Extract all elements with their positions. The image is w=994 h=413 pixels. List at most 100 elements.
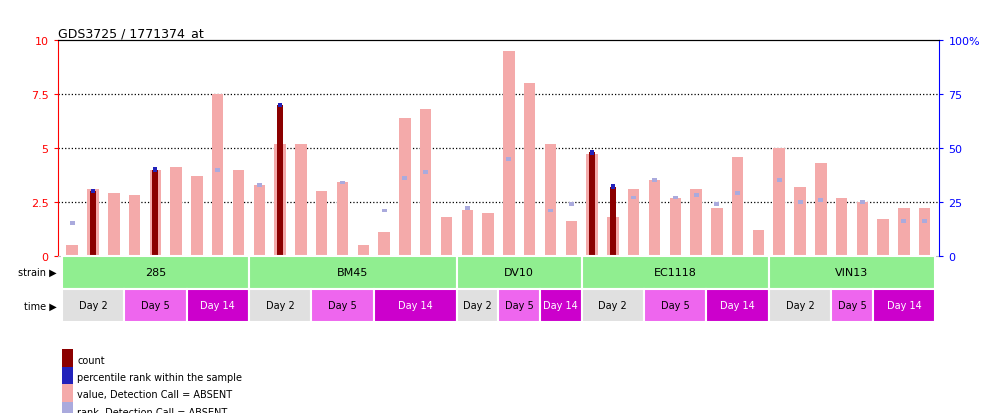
Bar xyxy=(62,384,73,405)
Bar xyxy=(212,95,224,256)
Bar xyxy=(457,256,581,289)
Text: Day 5: Day 5 xyxy=(661,301,690,311)
Text: Day 2: Day 2 xyxy=(463,301,492,311)
Bar xyxy=(90,192,95,256)
Bar xyxy=(631,196,636,200)
Bar xyxy=(340,181,345,185)
Bar xyxy=(776,179,781,183)
Text: Day 5: Day 5 xyxy=(141,301,170,311)
Bar xyxy=(62,367,73,387)
Text: Day 14: Day 14 xyxy=(721,301,755,311)
Bar xyxy=(794,188,806,256)
Bar xyxy=(732,157,744,256)
Bar xyxy=(311,289,374,322)
Bar xyxy=(899,209,910,256)
Bar xyxy=(628,190,639,256)
Bar xyxy=(878,220,889,256)
Bar xyxy=(919,209,930,256)
Bar xyxy=(457,289,498,322)
Bar xyxy=(108,194,119,256)
Bar xyxy=(545,145,557,256)
Bar xyxy=(566,222,577,256)
Bar xyxy=(67,245,78,256)
Bar xyxy=(503,52,515,256)
Bar xyxy=(187,289,248,322)
Bar xyxy=(248,289,311,322)
Bar xyxy=(440,217,452,256)
Bar xyxy=(153,168,157,173)
Bar xyxy=(797,200,802,204)
Bar xyxy=(590,151,594,155)
Text: EC1118: EC1118 xyxy=(654,268,697,278)
Bar xyxy=(400,119,411,256)
Bar xyxy=(860,200,865,204)
Bar xyxy=(736,192,741,196)
Bar xyxy=(423,171,428,174)
Bar xyxy=(129,196,140,256)
Bar xyxy=(191,177,203,256)
Bar xyxy=(124,289,187,322)
Text: count: count xyxy=(78,355,104,365)
Bar xyxy=(815,164,827,256)
Bar xyxy=(278,103,282,108)
Text: Day 2: Day 2 xyxy=(598,301,627,311)
Bar xyxy=(465,207,470,211)
Text: Day 2: Day 2 xyxy=(265,301,294,311)
Bar xyxy=(253,185,265,256)
Bar xyxy=(569,203,574,206)
Bar xyxy=(652,179,657,183)
Bar xyxy=(62,349,73,370)
Bar xyxy=(857,202,868,256)
Bar xyxy=(62,401,73,413)
Text: BM45: BM45 xyxy=(337,268,369,278)
Text: time ▶: time ▶ xyxy=(24,301,57,311)
Text: Day 14: Day 14 xyxy=(887,301,921,311)
Bar xyxy=(150,170,161,256)
Bar xyxy=(420,110,431,256)
Bar xyxy=(752,230,764,256)
Text: value, Detection Call = ABSENT: value, Detection Call = ABSENT xyxy=(78,389,233,399)
Bar xyxy=(581,289,644,322)
Bar xyxy=(836,198,847,256)
Bar xyxy=(403,177,408,180)
Bar xyxy=(374,289,457,322)
Bar xyxy=(248,256,457,289)
Bar xyxy=(152,170,158,256)
Bar xyxy=(873,289,935,322)
Bar xyxy=(649,181,660,256)
Bar xyxy=(256,183,261,187)
Bar xyxy=(316,192,327,256)
Text: 285: 285 xyxy=(145,268,166,278)
Text: Day 2: Day 2 xyxy=(79,301,107,311)
Bar xyxy=(715,203,720,206)
Text: strain ▶: strain ▶ xyxy=(18,268,57,278)
Text: VIN13: VIN13 xyxy=(835,268,869,278)
Text: Day 5: Day 5 xyxy=(838,301,867,311)
Bar xyxy=(216,168,221,172)
Text: GDS3725 / 1771374_at: GDS3725 / 1771374_at xyxy=(58,27,204,40)
Bar xyxy=(768,289,831,322)
Bar xyxy=(62,289,124,322)
Text: Day 5: Day 5 xyxy=(328,301,357,311)
Bar xyxy=(524,84,536,256)
Bar xyxy=(461,211,473,256)
Bar xyxy=(358,245,369,256)
Bar xyxy=(589,153,595,256)
Bar xyxy=(818,198,823,202)
Bar xyxy=(773,149,785,256)
Bar xyxy=(670,198,681,256)
Bar xyxy=(831,289,873,322)
Text: Day 14: Day 14 xyxy=(544,301,579,311)
Bar xyxy=(337,183,348,256)
Bar xyxy=(274,145,286,256)
Bar xyxy=(548,209,553,213)
Bar xyxy=(170,168,182,256)
Bar xyxy=(540,289,581,322)
Bar xyxy=(70,222,75,226)
Bar xyxy=(382,209,387,213)
Bar xyxy=(498,289,540,322)
Bar xyxy=(277,106,283,256)
Text: Day 14: Day 14 xyxy=(398,301,432,311)
Bar xyxy=(607,217,618,256)
Bar xyxy=(644,289,707,322)
